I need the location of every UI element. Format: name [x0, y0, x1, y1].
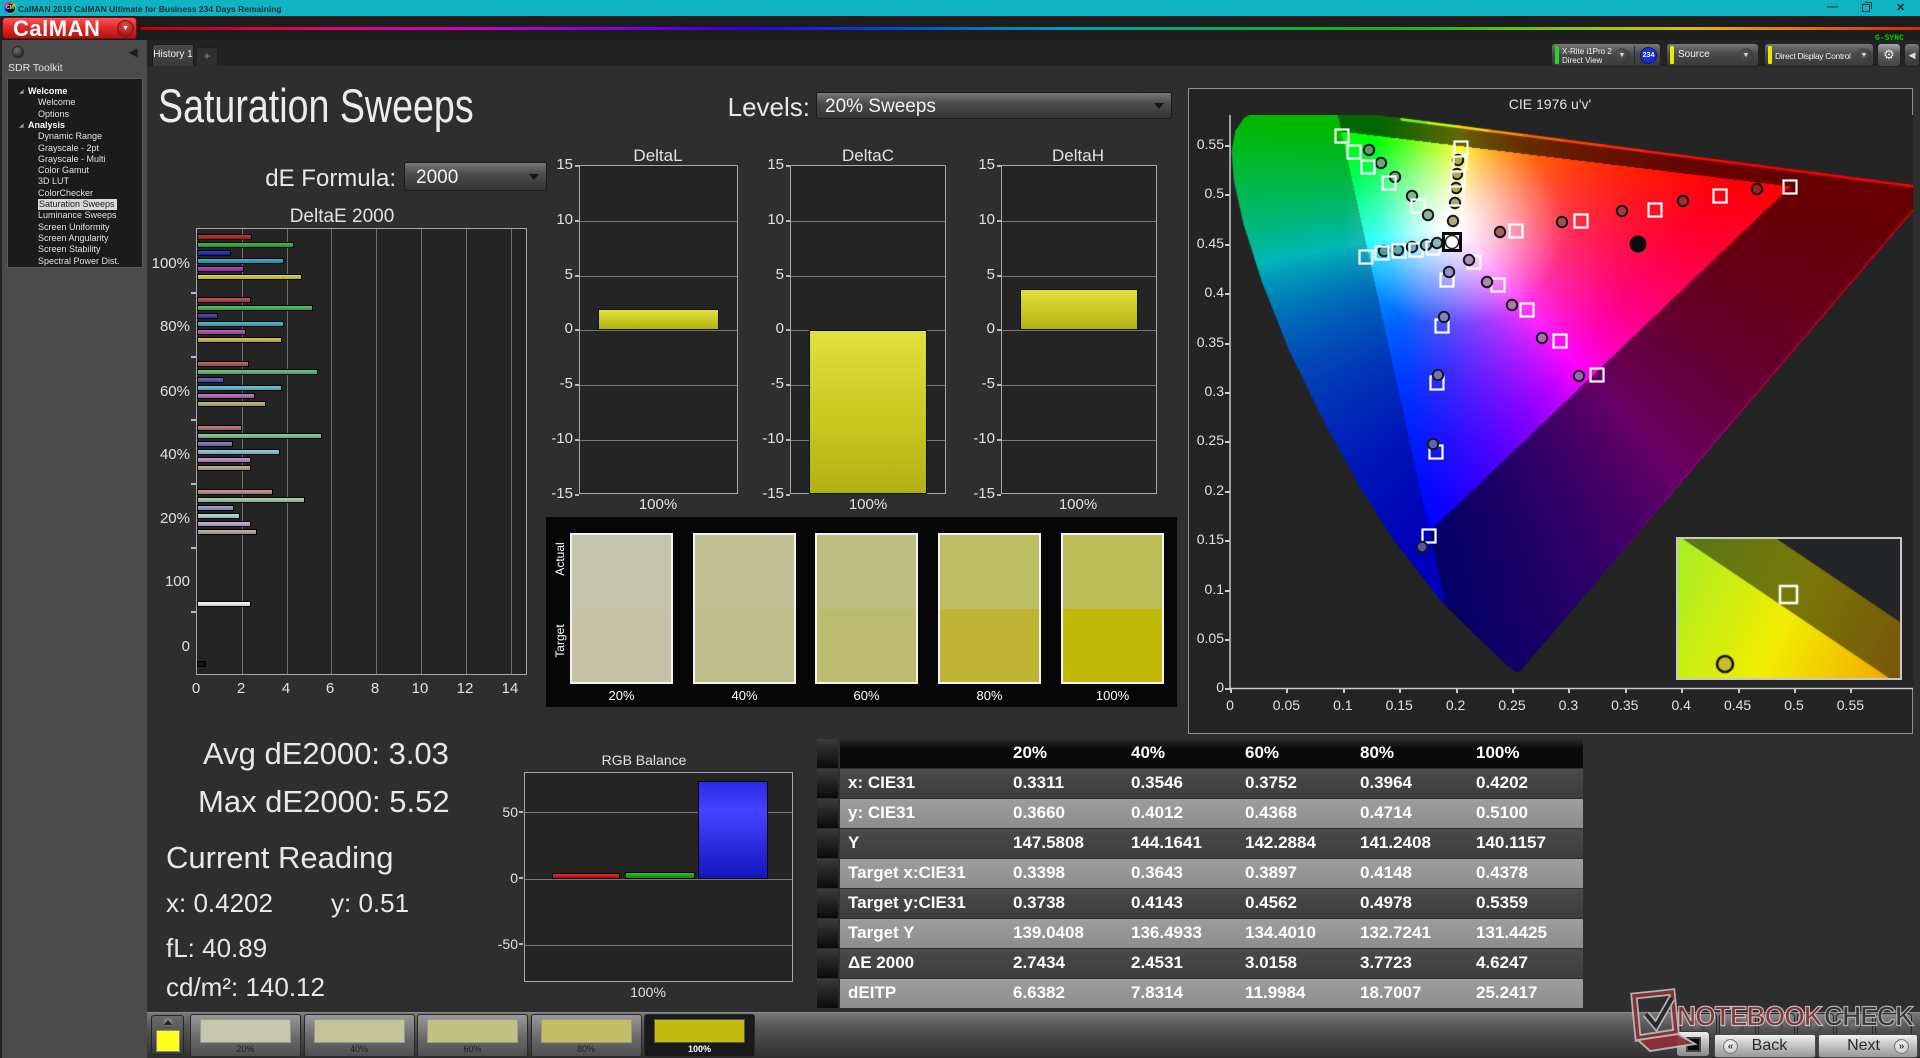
svg-text:NOTEBOOK: NOTEBOOK: [1677, 1001, 1823, 1032]
svg-text:CHECK: CHECK: [1824, 1001, 1915, 1032]
